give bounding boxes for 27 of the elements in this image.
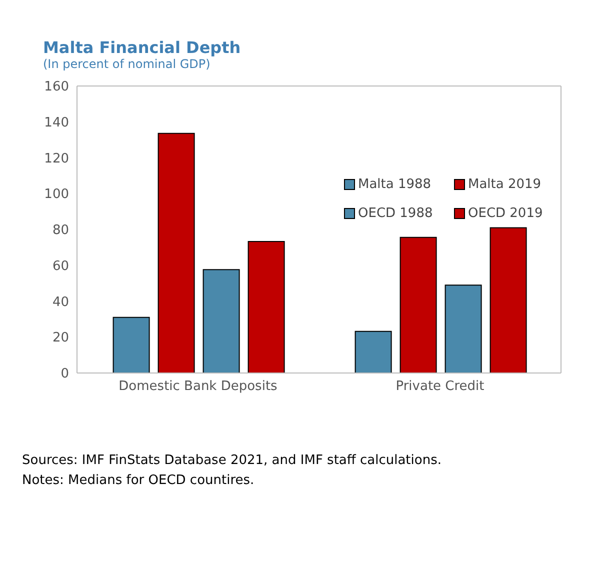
legend-label: Malta 2019 [468,177,542,192]
text: Notes: Medians for OECD countires. [22,472,256,490]
y-tick-label: 140 [44,115,69,130]
legend-label: OECD 2019 [468,206,543,221]
bar [158,132,195,373]
legend-label: OECD 1988 [358,206,433,221]
y-tick-label: 0 [60,366,69,382]
x-tick-label: Private Credit [396,379,484,394]
y-tick-label: 40 [52,294,69,310]
bar [248,241,285,373]
x-tick-label: Domestic Bank Deposits [118,379,278,394]
bar [400,236,437,373]
legend-label: Malta 1988 [358,177,432,192]
y-tick-label: 160 [44,80,69,95]
source-note: Sources: IMF FinStats Database 2021, and IMF staff calculations. [22,452,442,470]
y-tick-label: 120 [44,151,69,166]
bar [354,330,392,373]
bar [112,316,150,373]
y-tick-label: 100 [44,187,69,202]
y-tick-label: 80 [52,223,69,238]
chart-title: Malta Financial Depth [43,38,242,57]
bar [490,227,527,373]
y-tick-label: 20 [52,330,69,346]
bar [202,269,240,373]
y-tick-label: 60 [52,258,69,274]
bar [444,284,482,373]
chart-subtitle: (In percent of nominal GDP) [43,57,212,71]
